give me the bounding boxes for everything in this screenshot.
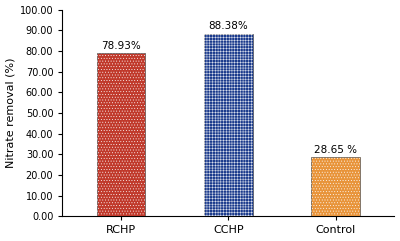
Bar	[97, 53, 145, 216]
Bar	[204, 33, 252, 216]
Bar	[312, 157, 360, 216]
Y-axis label: Nitrate removal (%): Nitrate removal (%)	[6, 58, 16, 168]
Text: 88.38%: 88.38%	[208, 21, 248, 31]
Text: 28.65 %: 28.65 %	[314, 145, 357, 155]
Bar	[97, 53, 145, 216]
Bar	[312, 157, 360, 216]
Text: 78.93%: 78.93%	[102, 41, 141, 51]
Bar	[204, 33, 252, 216]
